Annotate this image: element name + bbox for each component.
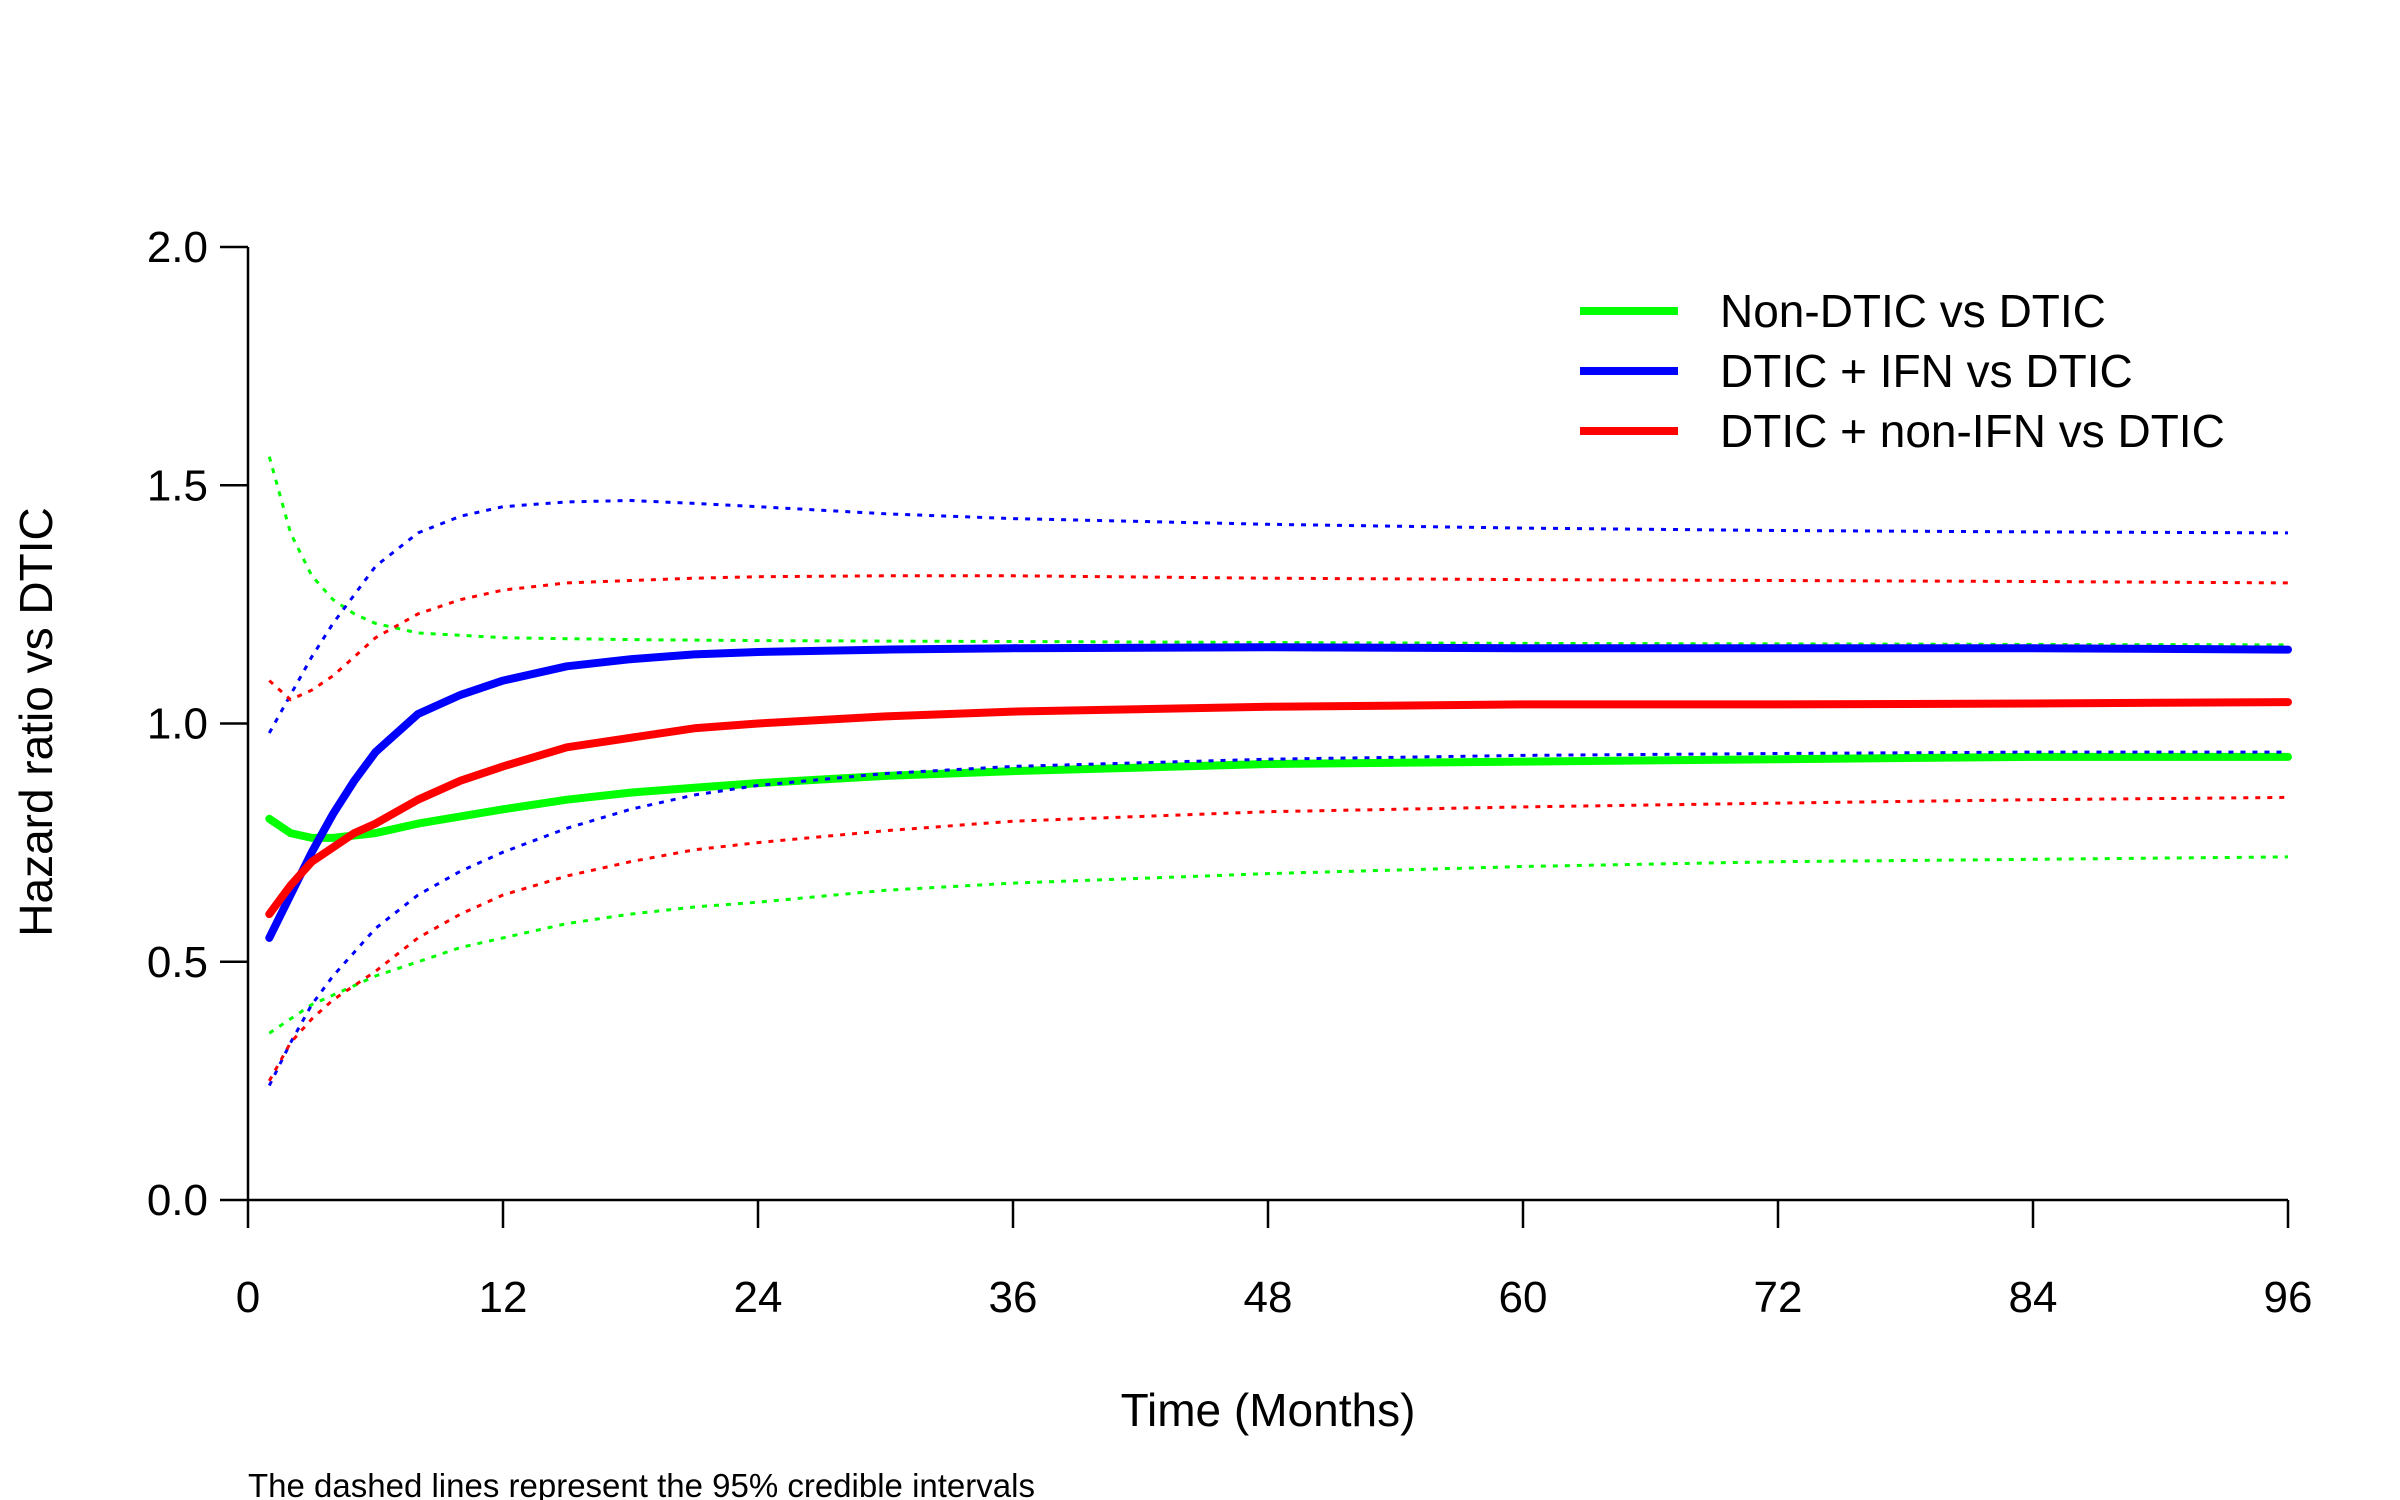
x-tick-label: 84: [2009, 1273, 2058, 1322]
series-2-ci-upper: [267, 498, 2289, 734]
series-group: [265, 574, 2292, 1082]
x-tick-label: 96: [2264, 1273, 2313, 1322]
y-tick-label: 1.5: [147, 461, 208, 510]
x-axis-title: Time (Months): [1121, 1384, 1416, 1436]
series-group: [265, 456, 2292, 1035]
series-3-ci-lower: [267, 795, 2289, 1082]
legend-label: Non-DTIC vs DTIC: [1720, 285, 2106, 337]
y-tick-label: 0.5: [147, 938, 208, 987]
series-group: [265, 498, 2292, 1087]
series-1-ci-upper: [267, 456, 2289, 647]
x-tick-label: 48: [1244, 1273, 1293, 1322]
y-tick-label: 1.0: [147, 700, 208, 749]
y-axis-ticks: 0.0 0.5 1.0 1.5 2.0: [147, 223, 248, 1225]
legend-label: DTIC + non-IFN vs DTIC: [1720, 405, 2225, 457]
y-tick-label: 2.0: [147, 223, 208, 272]
series-3-ci-upper: [268, 574, 2289, 702]
series-3-estimate-line: [265, 698, 2292, 919]
x-axis-ticks: 0 12 24 36 48 60 72 84 96: [236, 1200, 2313, 1322]
x-tick-label: 12: [479, 1273, 528, 1322]
legend-label: DTIC + IFN vs DTIC: [1720, 345, 2133, 397]
series-lines: [265, 456, 2292, 1087]
x-tick-label: 0: [236, 1273, 260, 1322]
y-axis-title: Hazard ratio vs DTIC: [10, 507, 62, 936]
series-2-estimate-line: [265, 643, 2292, 942]
legend: Non-DTIC vs DTIC DTIC + IFN vs DTIC DTIC +…: [1580, 285, 2225, 457]
axes: 0.0 0.5 1.0 1.5 2.0 0 12 24 36 48 60 72 84 96: [147, 223, 2313, 1322]
series-1-ci-lower: [268, 855, 2289, 1035]
x-tick-label: 24: [734, 1273, 783, 1322]
series-2-ci-lower: [267, 750, 2288, 1087]
x-tick-label: 60: [1499, 1273, 1548, 1322]
chart-caption: The dashed lines represent the 95% credi…: [248, 1467, 1035, 1500]
x-tick-label: 36: [989, 1273, 1038, 1322]
x-tick-label: 72: [1754, 1273, 1803, 1322]
series-1-estimate-line: [265, 752, 2292, 842]
y-tick-label: 0.0: [147, 1176, 208, 1225]
